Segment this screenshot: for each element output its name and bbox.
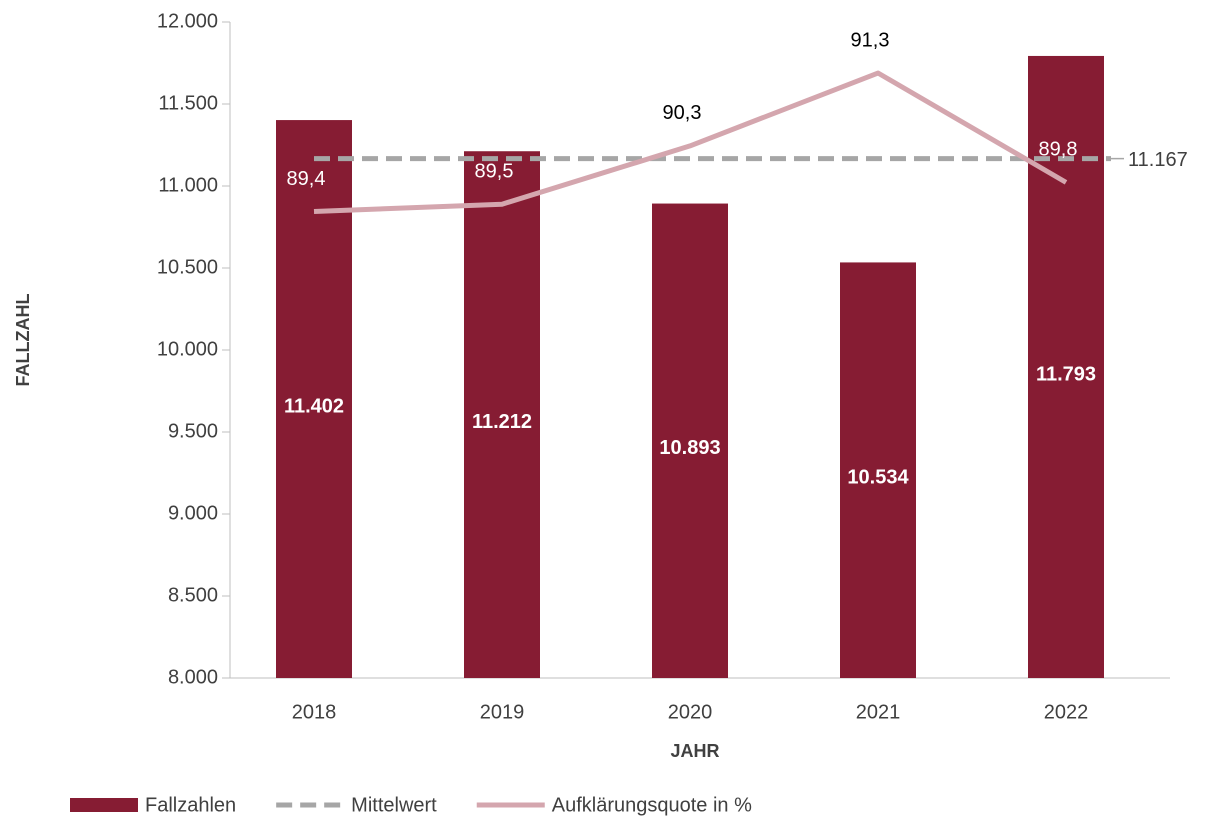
rate-label: 89,4 [287, 168, 326, 190]
rate-label: 91,3 [851, 29, 890, 51]
y-axis-title: FALLZAHL [13, 294, 33, 387]
bar-label: 10.893 [659, 437, 720, 459]
bar-label: 11.402 [284, 395, 344, 417]
bar-label: 10.534 [847, 466, 909, 488]
y-tick-label: 11.000 [158, 174, 218, 196]
x-tick-label: 2022 [1044, 701, 1089, 723]
y-tick-label: 8.000 [168, 666, 218, 688]
bar [276, 120, 352, 678]
y-tick-label: 9.000 [168, 502, 218, 524]
bar-label: 11.212 [472, 411, 532, 433]
bar [464, 151, 540, 678]
legend-label: Aufklärungsquote in % [552, 794, 752, 816]
bar [840, 262, 916, 678]
x-tick-label: 2020 [668, 701, 713, 723]
rate-label: 90,3 [663, 102, 702, 124]
y-tick-label: 11.500 [158, 92, 218, 114]
x-tick-label: 2018 [292, 701, 337, 723]
y-tick-label: 12.000 [157, 10, 218, 32]
rate-label: 89,8 [1039, 139, 1078, 161]
rate-line [313, 70, 1068, 215]
x-axis-title: JAHR [670, 741, 719, 761]
y-tick-label: 10.500 [157, 256, 218, 278]
rate-label: 89,5 [475, 161, 514, 183]
y-tick-label: 10.000 [157, 338, 218, 360]
bar-label: 11.793 [1036, 363, 1096, 385]
legend-swatch [70, 798, 138, 812]
x-tick-label: 2019 [480, 701, 525, 723]
mean-label: 11.167 [1128, 149, 1188, 171]
legend-label: Mittelwert [351, 794, 437, 816]
legend-label: Fallzahlen [145, 794, 236, 816]
y-tick-label: 9.500 [168, 420, 218, 442]
y-tick-label: 8.500 [168, 584, 218, 606]
x-tick-label: 2021 [856, 701, 901, 723]
bar [652, 203, 728, 678]
